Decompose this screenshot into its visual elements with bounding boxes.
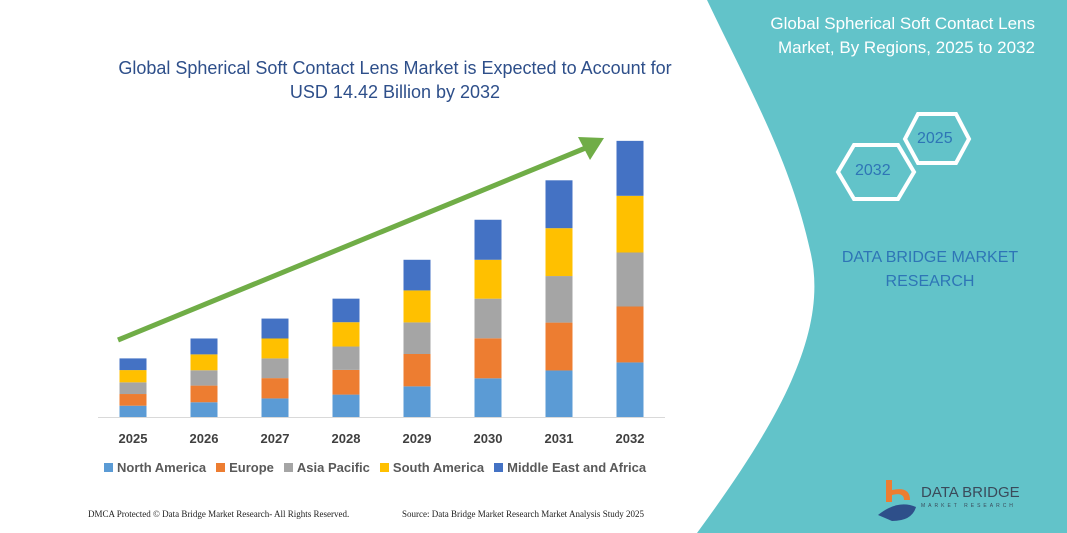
bar-segment-2026-0 [190, 402, 218, 417]
x-tick-label: 2025 [119, 431, 148, 446]
bar-segment-2027-3 [261, 338, 289, 359]
legend-swatch [104, 463, 113, 472]
legend-label: Asia Pacific [296, 460, 370, 475]
bar-segment-2028-2 [332, 346, 360, 370]
trend-arrow-head [578, 137, 604, 160]
bar-segment-2025-1 [119, 394, 147, 406]
legend-label: South America [392, 460, 485, 475]
legend-item: North America [104, 460, 206, 475]
bar-segment-2028-0 [332, 394, 360, 417]
logo-icon [878, 480, 916, 521]
legend-item: Asia Pacific [283, 460, 370, 475]
legend-item: Europe [216, 460, 274, 475]
chart-title: Global Spherical Soft Contact Lens Marke… [118, 58, 672, 102]
bar-segment-2031-1 [545, 322, 573, 371]
bar-segment-2030-1 [474, 338, 502, 379]
bar-segment-2028-4 [332, 298, 360, 323]
legend-item: Middle East and Africa [494, 460, 646, 475]
legend-swatch [494, 463, 504, 472]
bar-segment-2028-3 [332, 322, 360, 347]
bar-segment-2026-3 [190, 354, 218, 371]
logo-subtext: MARKET RESEARCH [921, 503, 1016, 509]
x-tick-label: 2029 [403, 431, 432, 446]
hexagon-2032 [835, 143, 917, 201]
bar-segment-2026-1 [190, 385, 218, 403]
bar-segment-2025-4 [119, 358, 147, 371]
bar-segment-2028-1 [332, 369, 360, 395]
bar-segment-2026-4 [190, 338, 218, 355]
bar-segment-2029-3 [403, 290, 431, 323]
bar-segment-2025-0 [119, 405, 147, 417]
side-panel-bg [697, 0, 1067, 533]
bar-segment-2032-1 [616, 306, 644, 363]
x-tick-label: 2032 [616, 431, 645, 446]
bar-segment-2029-2 [403, 322, 431, 354]
bar-segment-2027-4 [261, 318, 289, 339]
legend: North America Europe Asia Pacific South … [104, 460, 646, 475]
bar-segment-2032-0 [616, 362, 644, 417]
footer-source: Source: Data Bridge Market Research Mark… [402, 509, 644, 519]
bar-segment-2032-3 [616, 195, 644, 253]
hex-label-2025: 2025 [917, 130, 953, 147]
x-tick-label: 2028 [332, 431, 361, 446]
x-tick-label: 2027 [261, 431, 290, 446]
legend-swatch [379, 463, 389, 472]
hex-label-2032: 2032 [855, 162, 891, 179]
x-tick-label: 2030 [474, 431, 503, 446]
logo-text: DATA BRIDGE [921, 484, 1020, 501]
bar-segment-2029-1 [403, 353, 431, 387]
bar-segment-2031-3 [545, 228, 573, 277]
hexagon-2025 [902, 112, 972, 165]
bar-segment-2031-4 [545, 180, 573, 229]
bar-segment-2030-2 [474, 298, 502, 339]
legend-swatch [283, 463, 293, 472]
bar-segment-2027-0 [261, 398, 289, 417]
bar-segment-2027-2 [261, 358, 289, 379]
bar-segment-2031-2 [545, 276, 573, 323]
bar-segment-2030-4 [474, 219, 502, 260]
legend-label: North America [117, 460, 207, 475]
x-tick-label: 2031 [545, 431, 574, 446]
legend-label: Europe [229, 460, 274, 475]
bar-segment-2029-4 [403, 259, 431, 291]
x-tick-label: 2026 [190, 431, 219, 446]
trend-arrow-line [117, 144, 589, 343]
bar-segment-2027-1 [261, 378, 289, 399]
bar-segment-2029-0 [403, 386, 431, 417]
brand-text: DATA BRIDGE MARKET RESEARCH [841, 249, 1019, 290]
bar-segment-2030-3 [474, 259, 502, 299]
footer-copyright: DMCA Protected © Data Bridge Market Rese… [88, 509, 350, 519]
legend-item: South America [379, 460, 485, 475]
legend-label: Middle East and Africa [507, 460, 647, 475]
bar-segment-2030-0 [474, 378, 502, 417]
bar-segment-2026-2 [190, 370, 218, 386]
bar-segment-2025-2 [119, 382, 147, 395]
bar-segment-2032-2 [616, 252, 644, 307]
side-panel-title: Global Spherical Soft Contact Lens Marke… [770, 14, 1035, 57]
bar-segment-2032-4 [616, 140, 644, 196]
legend-swatch [216, 463, 226, 472]
bar-segment-2025-3 [119, 370, 147, 383]
bar-segment-2031-0 [545, 370, 573, 417]
